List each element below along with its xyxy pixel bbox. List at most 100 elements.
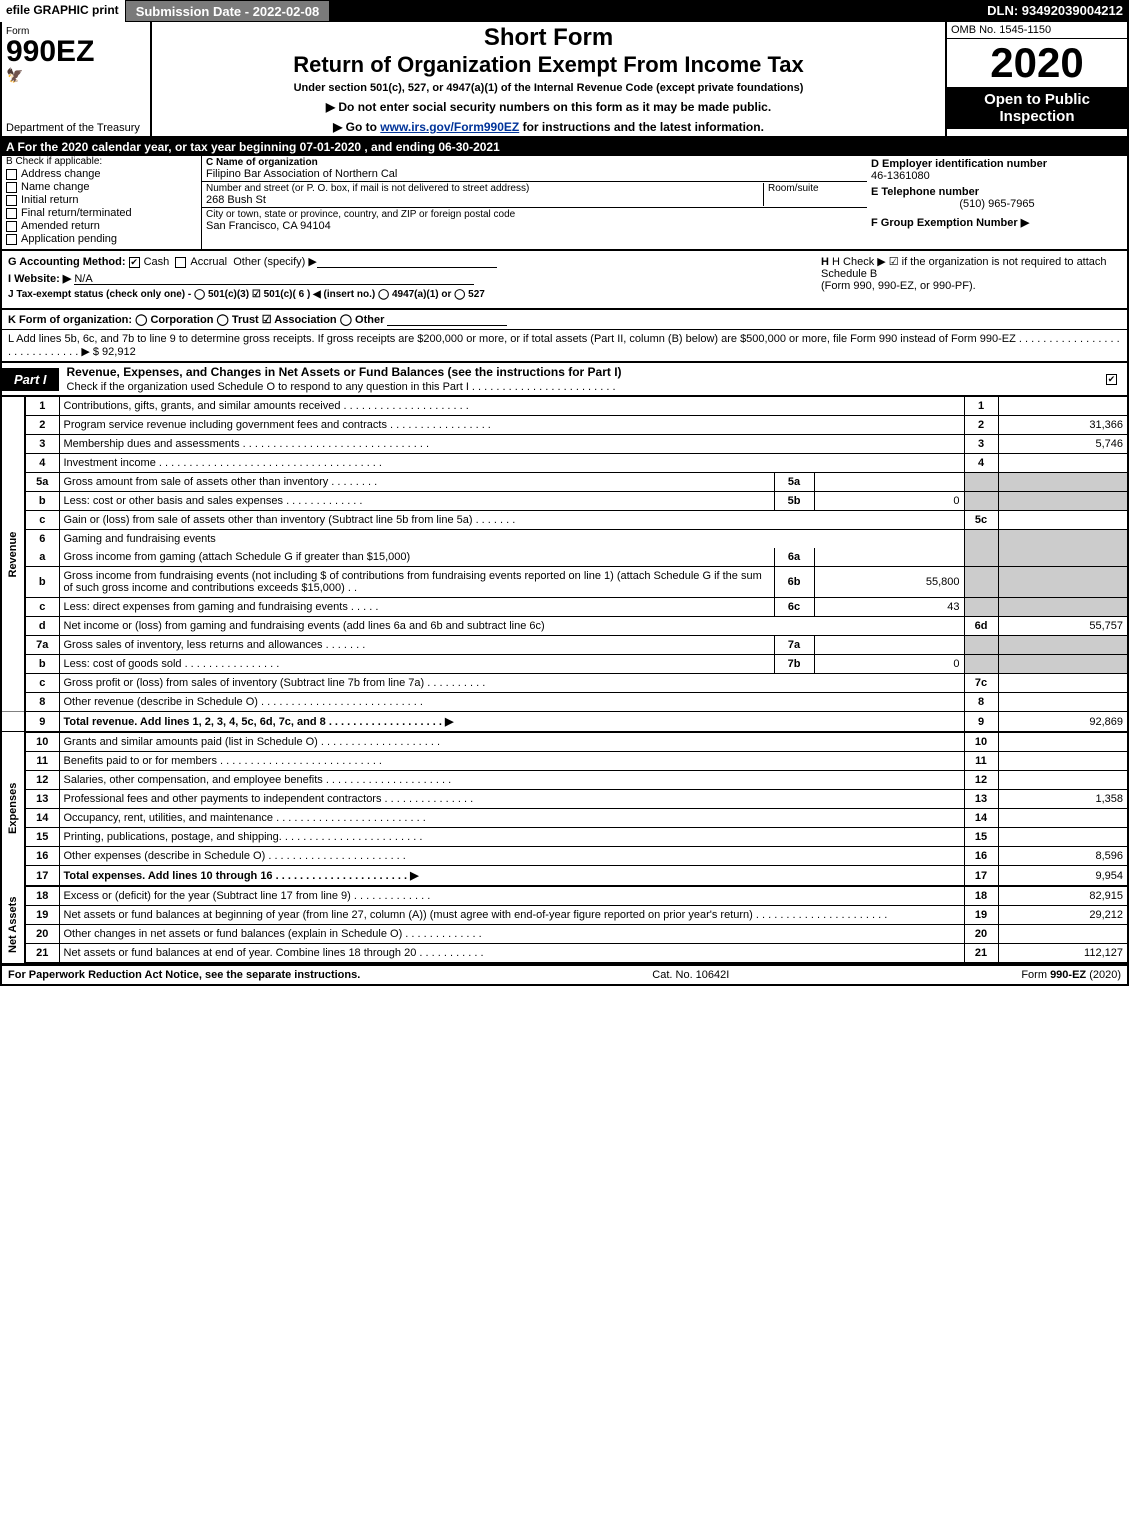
cash-label: Cash xyxy=(144,256,170,268)
line-14: 14Occupancy, rent, utilities, and mainte… xyxy=(1,809,1128,828)
l18-amt: 82,915 xyxy=(998,886,1128,906)
l18-r: 18 xyxy=(964,886,998,906)
line-15: 15Printing, publications, postage, and s… xyxy=(1,828,1128,847)
irs-link[interactable]: www.irs.gov/Form990EZ xyxy=(380,120,519,134)
footer-right-pre: Form xyxy=(1021,969,1050,981)
chk-address-change[interactable]: Address change xyxy=(6,168,197,180)
l21-num: 21 xyxy=(25,944,59,964)
section-b-to-f: B Check if applicable: Address change Na… xyxy=(0,156,1129,251)
return-title: Return of Organization Exempt From Incom… xyxy=(160,52,937,78)
l6c-num: c xyxy=(25,598,59,617)
l16-desc: Other expenses (describe in Schedule O) … xyxy=(59,847,964,866)
department-label: Department of the Treasury xyxy=(6,122,140,134)
l3-num: 3 xyxy=(25,435,59,454)
line-6a: aGross income from gaming (attach Schedu… xyxy=(1,548,1128,567)
chk-final-return[interactable]: Final return/terminated xyxy=(6,207,197,219)
l13-amt: 1,358 xyxy=(998,790,1128,809)
line-l: L Add lines 5b, 6c, and 7b to line 9 to … xyxy=(0,330,1129,363)
l16-num: 16 xyxy=(25,847,59,866)
footer-right: Form 990-EZ (2020) xyxy=(1021,969,1121,981)
l5b-sv: 0 xyxy=(814,492,964,511)
chk-amended-return[interactable]: Amended return xyxy=(6,220,197,232)
line-10: Expenses 10Grants and similar amounts pa… xyxy=(1,732,1128,752)
section-g-to-j: G Accounting Method: Cash Accrual Other … xyxy=(0,251,1129,310)
l6b-shade2 xyxy=(998,567,1128,598)
tax-exempt-status: J Tax-exempt status (check only one) - ◯… xyxy=(8,289,821,300)
l7b-shade xyxy=(964,655,998,674)
l6-num: 6 xyxy=(25,530,59,549)
l19-r: 19 xyxy=(964,906,998,925)
goto-line: ▶ Go to www.irs.gov/Form990EZ for instru… xyxy=(160,120,937,134)
footer-right-post: (2020) xyxy=(1086,969,1121,981)
l17-amt: 9,954 xyxy=(998,866,1128,887)
l7c-num: c xyxy=(25,674,59,693)
chk-application-pending[interactable]: Application pending xyxy=(6,233,197,245)
c-label: C Name of organization xyxy=(206,157,863,168)
line-11: 11Benefits paid to or for members . . . … xyxy=(1,752,1128,771)
line-17: 17 Total expenses. Add lines 10 through 1… xyxy=(1,866,1128,887)
other-input[interactable] xyxy=(317,256,497,268)
l17-desc: Total expenses. Add lines 10 through 16 … xyxy=(64,870,419,882)
footer-right-bold: 990-EZ xyxy=(1050,969,1086,981)
line-20: 20Other changes in net assets or fund ba… xyxy=(1,925,1128,944)
chk-cash[interactable] xyxy=(129,257,140,268)
l7b-shade2 xyxy=(998,655,1128,674)
l15-num: 15 xyxy=(25,828,59,847)
net-assets-side-label: Net Assets xyxy=(1,886,25,963)
l18-num: 18 xyxy=(25,886,59,906)
line-3: 3Membership dues and assessments . . . .… xyxy=(1,435,1128,454)
l14-desc: Occupancy, rent, utilities, and maintena… xyxy=(59,809,964,828)
chk-name-change[interactable]: Name change xyxy=(6,181,197,193)
l6a-shade2 xyxy=(998,548,1128,567)
short-form-label: Short Form xyxy=(160,24,937,52)
form-header: Form 990EZ 🦅 Department of the Treasury … xyxy=(0,22,1129,138)
line-16: 16Other expenses (describe in Schedule O… xyxy=(1,847,1128,866)
l5c-num: c xyxy=(25,511,59,530)
goto-pre: ▶ Go to xyxy=(333,120,380,134)
l7b-sv: 0 xyxy=(814,655,964,674)
l13-r: 13 xyxy=(964,790,998,809)
l11-amt xyxy=(998,752,1128,771)
revenue-side-label: Revenue xyxy=(1,397,25,712)
l9-r: 9 xyxy=(964,712,998,733)
footer-left: For Paperwork Reduction Act Notice, see … xyxy=(8,969,360,981)
part-1-checkbox[interactable] xyxy=(1106,373,1127,385)
l14-amt xyxy=(998,809,1128,828)
page-footer: For Paperwork Reduction Act Notice, see … xyxy=(0,964,1129,986)
chk-initial-return[interactable]: Initial return xyxy=(6,194,197,206)
l2-num: 2 xyxy=(25,416,59,435)
expenses-side-label: Expenses xyxy=(1,732,25,886)
l7c-amt xyxy=(998,674,1128,693)
line-19: 19Net assets or fund balances at beginni… xyxy=(1,906,1128,925)
line-a: A For the 2020 calendar year, or tax yea… xyxy=(0,138,1129,156)
city-label: City or town, state or province, country… xyxy=(206,209,863,220)
l6a-shade xyxy=(964,548,998,567)
line-13: 13Professional fees and other payments t… xyxy=(1,790,1128,809)
l6d-amt: 55,757 xyxy=(998,617,1128,636)
efile-print-label[interactable]: efile GRAPHIC print xyxy=(0,0,125,22)
l6-shade2 xyxy=(998,530,1128,549)
under-section: Under section 501(c), 527, or 4947(a)(1)… xyxy=(160,82,937,94)
eagle-icon: 🦅 xyxy=(6,67,146,84)
l1-num: 1 xyxy=(25,397,59,416)
h-text: H Check ▶ ☑ if the organization is not r… xyxy=(821,256,1107,280)
l5c-desc: Gain or (loss) from sale of assets other… xyxy=(59,511,964,530)
city-state-zip: San Francisco, CA 94104 xyxy=(206,220,863,232)
l6c-shade2 xyxy=(998,598,1128,617)
part-1-label: Part I xyxy=(2,368,59,391)
l5b-num: b xyxy=(25,492,59,511)
l7a-desc: Gross sales of inventory, less returns a… xyxy=(59,636,774,655)
l14-r: 14 xyxy=(964,809,998,828)
l2-desc: Program service revenue including govern… xyxy=(59,416,964,435)
l21-r: 21 xyxy=(964,944,998,964)
l17-num: 17 xyxy=(25,866,59,887)
k-other-input[interactable] xyxy=(387,314,507,326)
city-row: City or town, state or province, country… xyxy=(202,208,867,233)
street-address: 268 Bush St xyxy=(206,194,763,206)
l7a-shade2 xyxy=(998,636,1128,655)
l5a-sn: 5a xyxy=(774,473,814,492)
chk-accrual[interactable] xyxy=(175,257,186,268)
line-6c: cLess: direct expenses from gaming and f… xyxy=(1,598,1128,617)
room-label: Room/suite xyxy=(768,183,863,194)
l7b-desc: Less: cost of goods sold . . . . . . . .… xyxy=(59,655,774,674)
